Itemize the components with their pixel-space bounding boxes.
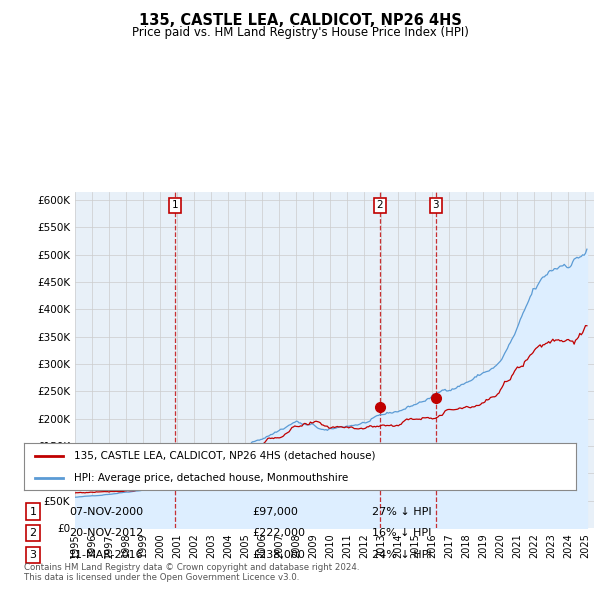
Text: 07-NOV-2000: 07-NOV-2000 (69, 507, 143, 516)
Text: 135, CASTLE LEA, CALDICOT, NP26 4HS (detached house): 135, CASTLE LEA, CALDICOT, NP26 4HS (det… (74, 451, 375, 461)
Text: 1: 1 (29, 507, 37, 516)
Text: 3: 3 (433, 200, 439, 210)
Text: 1: 1 (172, 200, 178, 210)
Text: £238,000: £238,000 (252, 550, 305, 560)
Text: 27% ↓ HPI: 27% ↓ HPI (372, 507, 431, 516)
Text: 2: 2 (29, 529, 37, 538)
Text: 24% ↓ HPI: 24% ↓ HPI (372, 550, 431, 560)
Text: Price paid vs. HM Land Registry's House Price Index (HPI): Price paid vs. HM Land Registry's House … (131, 26, 469, 39)
Text: 135, CASTLE LEA, CALDICOT, NP26 4HS: 135, CASTLE LEA, CALDICOT, NP26 4HS (139, 13, 461, 28)
Text: 3: 3 (29, 550, 37, 560)
Text: 11-MAR-2016: 11-MAR-2016 (69, 550, 143, 560)
Text: 2: 2 (376, 200, 383, 210)
Text: £97,000: £97,000 (252, 507, 298, 516)
Text: HPI: Average price, detached house, Monmouthshire: HPI: Average price, detached house, Monm… (74, 473, 348, 483)
Text: £222,000: £222,000 (252, 529, 305, 538)
Text: 20-NOV-2012: 20-NOV-2012 (69, 529, 143, 538)
Text: 16% ↓ HPI: 16% ↓ HPI (372, 529, 431, 538)
Text: Contains HM Land Registry data © Crown copyright and database right 2024.
This d: Contains HM Land Registry data © Crown c… (24, 563, 359, 582)
